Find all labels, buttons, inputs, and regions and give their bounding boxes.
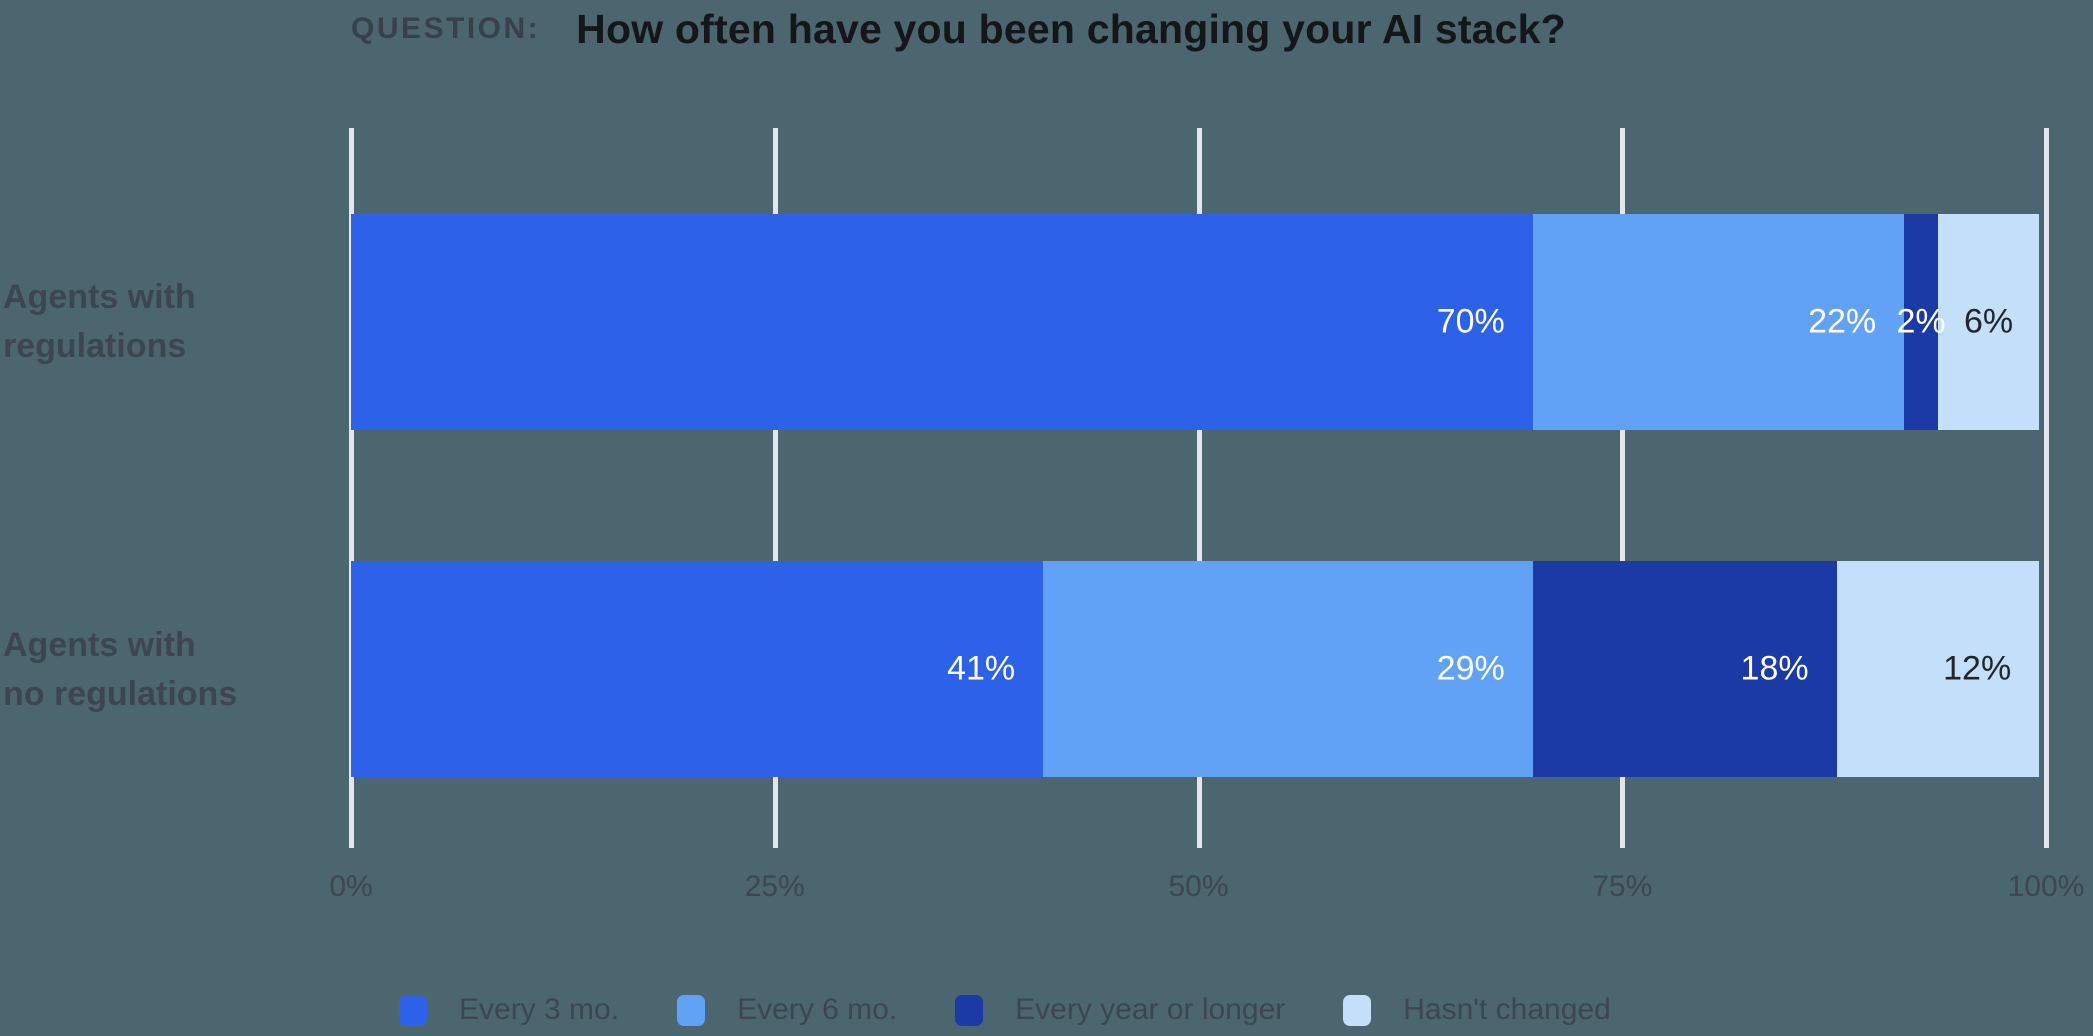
legend-swatch	[1343, 994, 1372, 1026]
category-label-line: Agents with	[3, 278, 196, 316]
legend-item: Every year or longer	[955, 993, 1285, 1027]
category-label-line: no regulations	[3, 675, 238, 713]
question-text: How often have you been changing your AI…	[576, 5, 1566, 52]
segment-agents-with-no-regulations: 29%	[1043, 561, 1533, 777]
segment-agents-with-regulations: 22%	[1532, 214, 1905, 430]
data-label: 2%	[1896, 302, 1946, 341]
data-label: 41%	[947, 649, 1016, 688]
x-tick-75%: 75%	[1592, 870, 1653, 903]
x-tick-0%: 0%	[329, 870, 373, 903]
legend-item: Every 6 mo.	[677, 993, 897, 1027]
plot-area: 70% 22% 2% 6% 41% 29% 18% 12%	[349, 128, 2049, 848]
gridline-25%	[772, 128, 778, 848]
legend-swatch	[399, 994, 427, 1026]
segment-agents-with-regulations: 70%	[351, 214, 1533, 430]
bar-agents-with-regulations: 70% 22% 2% 6%	[351, 214, 2040, 430]
segment-agents-with-no-regulations: 12%	[1836, 561, 2040, 777]
gridline-0%	[349, 128, 354, 848]
legend-label: Every year or longer	[1015, 993, 1286, 1026]
gridline-75%	[1620, 128, 1626, 848]
legend-item: Every 3 mo.	[399, 993, 619, 1027]
legend: Every 3 mo. Every 6 mo. Every year or long…	[399, 988, 1611, 1032]
segment-agents-with-no-regulations: 41%	[351, 561, 1044, 777]
category-label-agents-with-no-regulations: Agents with no regulations	[3, 621, 343, 719]
category-label-line: Agents with	[3, 626, 196, 664]
data-label: 70%	[1436, 302, 1505, 341]
chart-title: QUESTION: How often have you been changi…	[351, 0, 1566, 58]
bar-agents-with-no-regulations: 41% 29% 18% 12%	[351, 561, 2040, 777]
legend-label: Every 3 mo.	[459, 993, 620, 1026]
data-label: 6%	[1963, 302, 2014, 341]
data-label: 22%	[1808, 302, 1877, 341]
segment-agents-with-regulations: 6%	[1937, 214, 2040, 430]
legend-swatch	[955, 994, 984, 1026]
segment-agents-with-no-regulations: 18%	[1532, 561, 1837, 777]
data-label: 12%	[1943, 649, 2012, 688]
gridline-50%	[1196, 128, 1202, 848]
legend-label: Hasn't changed	[1403, 993, 1611, 1026]
x-tick-50%: 50%	[1168, 870, 1229, 903]
x-tick-25%: 25%	[744, 870, 805, 903]
data-label: 29%	[1436, 649, 1505, 688]
category-label-line: regulations	[3, 327, 187, 365]
legend-item: Hasn't changed	[1343, 993, 1611, 1027]
data-label: 18%	[1740, 649, 1809, 688]
segment-agents-with-regulations: 2%	[1896, 214, 1946, 430]
question-label: QUESTION:	[351, 12, 541, 45]
gridline-100%	[2044, 128, 2049, 848]
category-label-agents-with-regulations: Agents with regulations	[3, 273, 343, 371]
legend-swatch	[677, 994, 706, 1026]
legend-label: Every 6 mo.	[737, 993, 898, 1026]
x-tick-100%: 100%	[2007, 870, 2085, 903]
